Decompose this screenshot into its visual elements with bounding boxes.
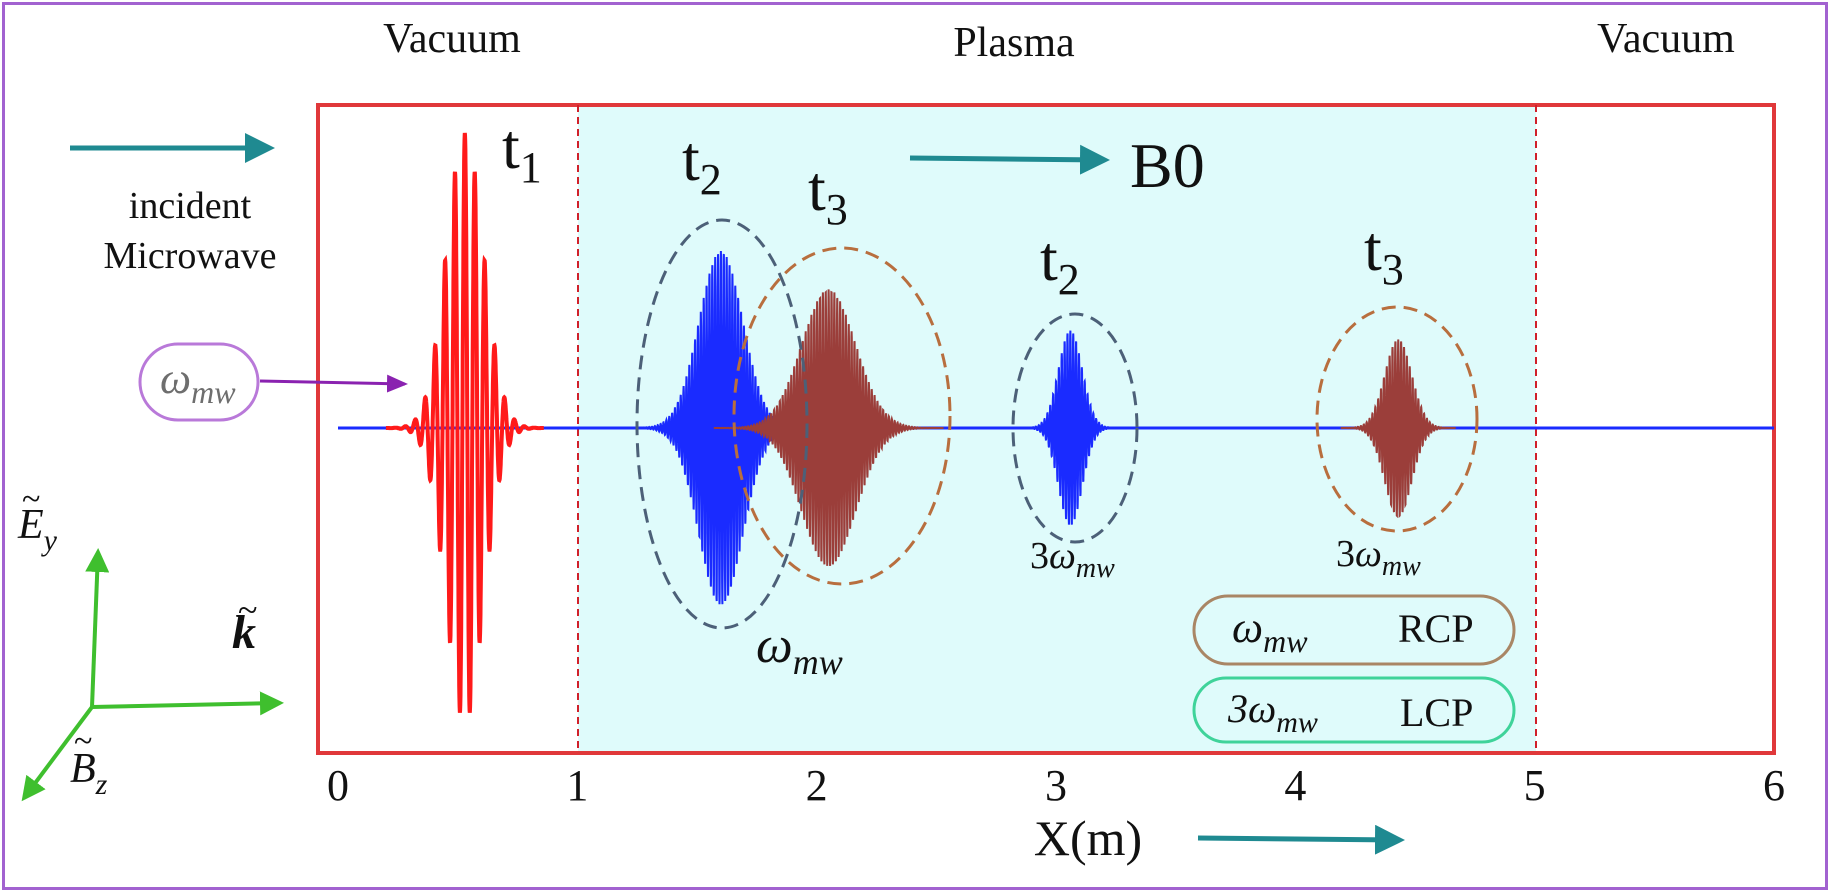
ellipse-t2-omega [635,218,809,630]
b0-label: B0 [1130,130,1205,201]
region-label-vacuum-right: Vacuum [1597,16,1735,62]
legend-rcp-pol: RCP [1398,606,1474,651]
x-tick-label-3: 3 [1045,761,1067,810]
legend-lcp-freq: 3ωmw [1227,686,1318,739]
x-axis-label: X(m) [1034,810,1142,866]
ey-axis-label: ~ Ey [17,481,58,557]
wave-packet-4 [1340,339,1456,519]
incident-label-line1: incident [129,185,252,227]
ey-axis-arrow [85,548,110,708]
ellipse-t2-3omega [1011,312,1139,544]
label-omega-mw-packet: ωmw [756,617,843,682]
b0-arrow [909,144,1110,175]
wave-packet-3 [1020,330,1121,525]
label-t3-3omega: t3 [1364,213,1404,294]
legend-rcp-box [1192,594,1516,666]
ellipse-t3-3omega [1315,305,1479,533]
legend-rcp-freq: ωmw [1232,603,1308,659]
x-axis-ticks: 0 1 2 3 4 5 6 [327,761,1785,810]
omega-input-label: ωmw [160,354,236,410]
label-3omega-mw-t3: 3ωmw [1336,533,1421,582]
x-tick-label-0: 0 [327,761,349,810]
omega-input-badge [138,342,260,422]
bz-axis-label: ~ Bz [70,723,108,801]
x-axis-arrow [1197,824,1405,855]
omega-pointer-arrow [259,374,408,393]
bz-axis-arrow [21,705,94,802]
incident-label-line2: Microwave [103,235,276,277]
region-label-vacuum-left: Vacuum [383,16,521,62]
wave-packet-2 [713,289,944,566]
label-t3-omega: t3 [808,153,848,234]
x-tick-label-2: 2 [806,761,828,810]
x-tick-label-4: 4 [1284,761,1306,810]
label-3omega-mw-t2: 3ωmw [1030,535,1115,584]
label-t2-omega: t2 [682,123,722,204]
region-label-plasma: Plasma [953,20,1075,66]
k-axis-label: ~k [232,590,257,659]
wave-packet-0 [385,132,544,713]
legend-lcp-pol: LCP [1400,690,1473,735]
x-tick-label-6: 6 [1763,761,1785,810]
legend-lcp-box [1192,676,1516,744]
wave-traces [338,132,1774,713]
label-t2-3omega: t2 [1040,223,1080,304]
k-axis-arrow [91,691,284,716]
x-tick-label-5: 5 [1524,761,1546,810]
x-tick-label-1: 1 [566,761,588,810]
label-t1: t1 [502,111,542,192]
ellipse-t3-omega [732,246,952,586]
